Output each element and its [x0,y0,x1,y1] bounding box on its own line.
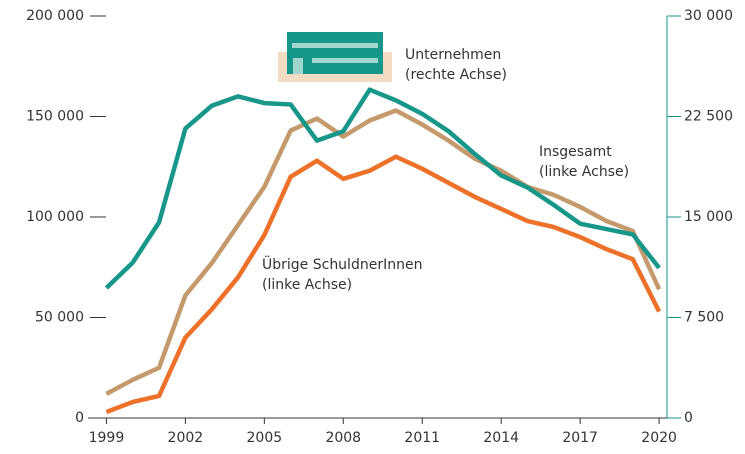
x-tick-label: 2008 [325,430,361,446]
annotation: Übrige SchuldnerInnen [262,255,422,273]
y-tick-label: 150 000 [26,109,84,125]
annotation: Insgesamt [539,144,612,160]
y2-tick-label: 7 500 [684,310,724,326]
x-tick-label: 2017 [562,430,598,446]
annotation: (linke Achse) [262,277,352,293]
x-tick-label: 2020 [641,430,677,446]
x-tick-label: 1999 [89,430,125,446]
y-tick-label: 100 000 [26,209,84,225]
series-line [104,87,661,290]
x-tick-label: 2011 [404,430,440,446]
annotation: (linke Achse) [539,164,629,180]
x-tick-label: 2005 [247,430,283,446]
y-tick-label: 200 000 [26,8,84,24]
x-tick-label: 2002 [168,430,204,446]
y-tick-label: 0 [75,410,84,426]
y2-tick-label: 22 500 [684,109,733,125]
annotation: Unternehmen [405,47,501,63]
x-tick-label: 2014 [483,430,519,446]
building-icon [278,32,392,82]
y2-tick-label: 0 [684,410,693,426]
y2-tick-label: 15 000 [684,209,733,225]
y-tick-label: 50 000 [35,310,84,326]
series-line [105,154,662,415]
y2-tick-label: 30 000 [684,8,733,24]
annotation: (rechte Achse) [405,67,507,83]
series-line [105,108,662,396]
